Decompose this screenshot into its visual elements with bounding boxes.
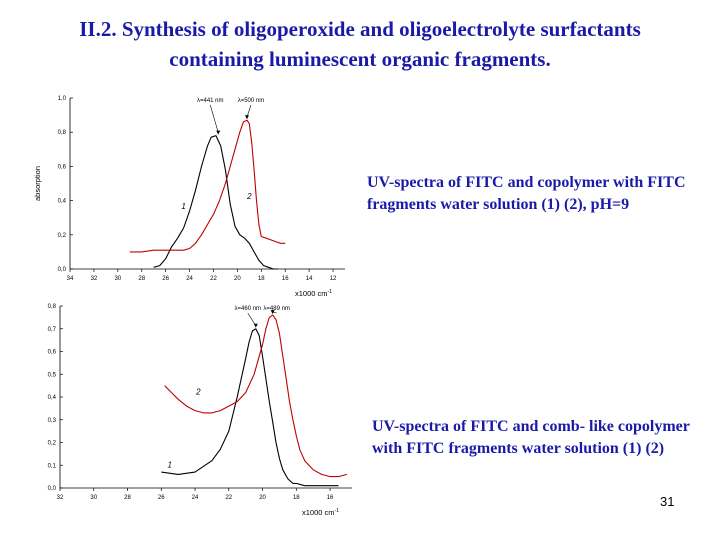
y-tick-label: 0,5	[48, 372, 57, 378]
page-number: 31	[660, 494, 675, 509]
curve-label-2: 2	[195, 388, 201, 397]
x-tick-label: 32	[57, 495, 64, 501]
title-line-1: II.2. Synthesis of oligoperoxide and oli…	[79, 17, 641, 41]
y-tick-label: 0,6	[58, 164, 67, 170]
x-tick-label: 28	[138, 276, 145, 282]
x-tick-label: 34	[67, 276, 74, 282]
x-tick-label: 22	[225, 495, 232, 501]
curve-label-2: 2	[246, 192, 252, 201]
series-2-line	[164, 314, 348, 478]
x-tick-label: 24	[186, 276, 193, 282]
chart-1: 0,0 0,2 0,4 0,6 0,8 1,0 34 32 30 28 26 24 22 20 18 16 14…	[33, 96, 345, 298]
annotation-arrowhead	[253, 323, 258, 328]
annotation-arrowhead	[216, 130, 221, 135]
series-1-line	[161, 328, 339, 487]
x-tick-label: 18	[293, 495, 300, 501]
y-axis-label: absorption	[33, 166, 42, 201]
peak-annotation-2: λ=500 nm	[238, 98, 265, 104]
slide-title: II.2. Synthesis of oligoperoxide and oli…	[20, 14, 700, 74]
y-tick-label: 0,7	[48, 327, 57, 333]
x-tick-label: 20	[259, 495, 266, 501]
x-tick-label: 30	[90, 495, 97, 501]
y-tick-label: 0,0	[58, 267, 67, 273]
y-tick-label: 0,2	[48, 441, 57, 447]
y-tick-label: 0,0	[48, 486, 57, 492]
annotation-arrow	[209, 104, 219, 133]
y-tick-label: 0,4	[48, 395, 57, 401]
y-tick-label: 0,8	[58, 130, 67, 136]
x-tick-label: 20	[234, 276, 241, 282]
x-tick-label: 26	[158, 495, 165, 501]
chart-2: 0,00,10,20,30,40,50,60,70,832 30 28 26 24 22 2…	[48, 304, 352, 517]
x-tick-label: 24	[192, 495, 199, 501]
y-tick-label: 0,8	[48, 304, 57, 310]
x-tick-label: 22	[210, 276, 217, 282]
x-axis-label: x1000 cm-1	[302, 508, 339, 517]
x-tick-label: 26	[162, 276, 169, 282]
x-tick-label: 16	[327, 495, 334, 501]
series-2-line	[129, 119, 286, 253]
peak-annotation-1: λ=441 nm	[197, 98, 224, 104]
annotation-arrowhead	[270, 310, 275, 315]
annotation-arrow	[246, 104, 252, 118]
peak-annotation-2: λ=489 nm	[263, 306, 290, 312]
x-tick-label: 16	[282, 276, 289, 282]
x-axis-label-exponent: -1	[335, 508, 340, 514]
y-tick-label: 0,3	[48, 418, 57, 424]
series-1-line	[153, 135, 278, 270]
curve-label-1: 1	[167, 461, 171, 470]
y-tick-label: 0,4	[58, 199, 67, 205]
y-tick-label: 0,1	[48, 463, 57, 469]
x-tick-label: 18	[258, 276, 265, 282]
x-axis-label: x1000 cm-1	[295, 289, 332, 298]
peak-annotation-1: λ=460 nm	[235, 306, 262, 312]
caption-chart-2: UV-spectra of FITC and comb- like copoly…	[372, 418, 690, 457]
y-tick-label: 1,0	[58, 96, 67, 102]
x-tick-label: 30	[114, 276, 121, 282]
y-tick-label: 0,6	[48, 350, 57, 356]
title-line-2: containing luminescent organic fragments…	[169, 47, 551, 71]
annotation-arrowhead	[244, 115, 249, 120]
x-tick-label: 12	[330, 276, 337, 282]
x-tick-label: 14	[306, 276, 313, 282]
x-tick-label: 28	[124, 495, 131, 501]
x-tick-label: 32	[91, 276, 98, 282]
y-tick-label: 0,2	[58, 233, 67, 239]
x-axis-label-exponent: -1	[328, 289, 333, 295]
annotation-arrow	[247, 312, 257, 326]
caption-chart-1: UV-spectra of FITC and copolymer with FI…	[367, 174, 686, 213]
curve-label-1: 1	[181, 202, 185, 211]
